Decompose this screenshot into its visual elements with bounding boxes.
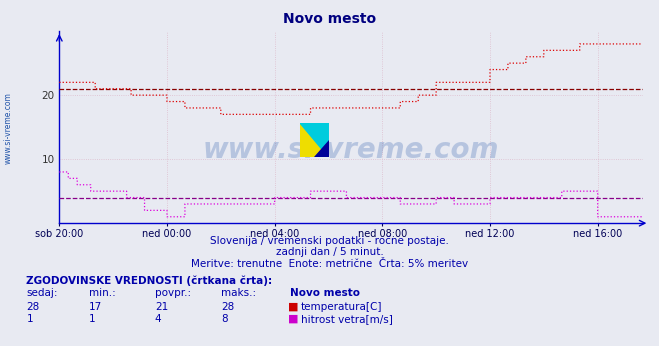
Text: Novo mesto: Novo mesto (290, 288, 360, 298)
Text: 8: 8 (221, 314, 227, 324)
Text: sedaj:: sedaj: (26, 288, 58, 298)
Text: ZGODOVINSKE VREDNOSTI (črtkana črta):: ZGODOVINSKE VREDNOSTI (črtkana črta): (26, 275, 272, 285)
Text: Meritve: trenutne  Enote: metrične  Črta: 5% meritev: Meritve: trenutne Enote: metrične Črta: … (191, 259, 468, 269)
Text: Slovenija / vremenski podatki - ročne postaje.: Slovenija / vremenski podatki - ročne po… (210, 236, 449, 246)
Text: maks.:: maks.: (221, 288, 256, 298)
Text: Novo mesto: Novo mesto (283, 12, 376, 26)
Text: 21: 21 (155, 302, 168, 312)
Text: www.si-vreme.com: www.si-vreme.com (4, 92, 13, 164)
Text: 28: 28 (26, 302, 40, 312)
Polygon shape (314, 140, 329, 157)
Text: 4: 4 (155, 314, 161, 324)
Text: www.si-vreme.com: www.si-vreme.com (203, 136, 499, 164)
Text: min.:: min.: (89, 288, 116, 298)
Text: 17: 17 (89, 302, 102, 312)
Text: ■: ■ (288, 302, 299, 312)
Text: povpr.:: povpr.: (155, 288, 191, 298)
Text: 1: 1 (89, 314, 96, 324)
Text: hitrost vetra[m/s]: hitrost vetra[m/s] (301, 314, 393, 324)
Text: zadnji dan / 5 minut.: zadnji dan / 5 minut. (275, 247, 384, 257)
Text: temperatura[C]: temperatura[C] (301, 302, 383, 312)
Polygon shape (300, 123, 329, 157)
Text: 28: 28 (221, 302, 234, 312)
Text: 1: 1 (26, 314, 33, 324)
Polygon shape (300, 123, 329, 157)
Text: ■: ■ (288, 314, 299, 324)
